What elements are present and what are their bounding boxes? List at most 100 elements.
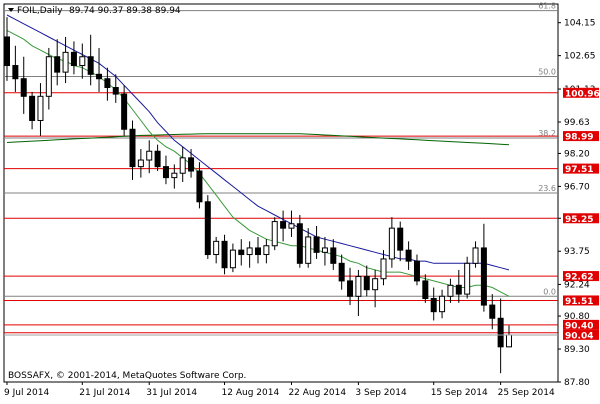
dropdown-triangle-icon[interactable]	[8, 8, 14, 12]
candle[interactable]	[179, 146, 186, 183]
candle[interactable]	[70, 41, 77, 75]
candle[interactable]	[497, 298, 504, 374]
candle[interactable]	[397, 221, 404, 262]
candle[interactable]	[54, 39, 61, 86]
chart-header: FOIL,Daily 89.74 90.37 89.38 89.94	[8, 6, 181, 16]
candle[interactable]	[221, 234, 228, 275]
candlesticks[interactable]	[4, 17, 512, 374]
candle[interactable]	[338, 254, 345, 290]
candle[interactable]	[129, 120, 136, 180]
candle[interactable]	[330, 239, 337, 270]
candle[interactable]	[355, 269, 362, 317]
candle-body-bear	[413, 260, 420, 282]
candle[interactable]	[96, 47, 103, 92]
candle[interactable]	[388, 217, 395, 268]
candle[interactable]	[121, 85, 128, 136]
candle-body-bear	[104, 78, 111, 89]
candle[interactable]	[413, 254, 420, 286]
candle[interactable]	[246, 241, 253, 268]
candle[interactable]	[464, 256, 471, 299]
candle[interactable]	[455, 269, 462, 303]
candle[interactable]	[137, 149, 144, 178]
candle[interactable]	[280, 210, 287, 242]
candle-body-bull	[506, 334, 512, 348]
sr-price-label: 98.99	[563, 131, 599, 143]
candle-body-bear	[221, 240, 228, 269]
sr-price-label-text: 91.51	[565, 297, 593, 307]
candle[interactable]	[271, 217, 278, 251]
candle[interactable]	[188, 149, 195, 178]
price-tick-label: 93.75	[564, 247, 590, 257]
candle[interactable]	[37, 83, 44, 136]
candle-body-bear	[497, 317, 504, 348]
candle-body-bear	[112, 87, 119, 95]
candle[interactable]	[171, 164, 178, 189]
sr-price-label-bg	[563, 319, 599, 330]
candle[interactable]	[363, 265, 370, 297]
candle[interactable]	[255, 236, 261, 264]
candle-body-bear	[280, 221, 287, 229]
candle[interactable]	[480, 223, 487, 312]
candle-body-bull	[388, 227, 395, 260]
candle[interactable]	[204, 195, 211, 259]
candle[interactable]	[112, 74, 119, 103]
candle-body-bull	[146, 150, 153, 161]
candle[interactable]	[45, 47, 52, 110]
candle-body-bull	[137, 159, 144, 168]
candle[interactable]	[213, 236, 220, 264]
candle-body-bear	[330, 247, 337, 264]
sr-price-label-bg	[563, 163, 599, 174]
candle[interactable]	[196, 162, 203, 209]
candle[interactable]	[422, 274, 429, 303]
fib-level-label: 38.2	[538, 129, 556, 138]
candle[interactable]	[263, 239, 270, 264]
candle[interactable]	[146, 140, 153, 174]
candle-body-bull	[447, 284, 454, 297]
candle-body-bull	[305, 236, 312, 264]
candle-body-bear	[405, 249, 412, 262]
candle[interactable]	[430, 287, 437, 321]
candle[interactable]	[489, 294, 496, 330]
candle[interactable]	[347, 267, 354, 306]
candle[interactable]	[29, 91, 36, 130]
candle-body-bull	[171, 172, 178, 179]
candle[interactable]	[447, 278, 454, 303]
candle[interactable]	[154, 144, 161, 172]
candle[interactable]	[405, 241, 412, 270]
candle-body-bear	[397, 227, 404, 251]
date-tick-label: 9 Jul 2014	[4, 388, 49, 398]
candle-body-bull	[79, 56, 86, 67]
candle[interactable]	[288, 210, 295, 237]
candle[interactable]	[321, 236, 328, 266]
sr-price-label: 90.04	[563, 329, 599, 341]
candle[interactable]	[87, 34, 94, 86]
sr-price-label-bg	[563, 87, 599, 98]
candle[interactable]	[296, 214, 303, 268]
candle[interactable]	[439, 289, 446, 319]
price-tick-label: 90.80	[564, 312, 590, 322]
fib-level-label: 0.0	[543, 287, 556, 296]
price-tick-label: 89.30	[564, 345, 590, 355]
candle[interactable]	[372, 269, 379, 308]
sr-price-label-text: 98.99	[565, 133, 593, 143]
date-tick-label: 31 Jul 2014	[146, 388, 197, 398]
date-tick-label: 22 Aug 2014	[288, 388, 346, 398]
candle-body-bear	[480, 247, 487, 306]
candle-body-bull	[246, 247, 253, 256]
sr-price-label-bg	[563, 131, 599, 142]
candle[interactable]	[380, 250, 387, 286]
candle[interactable]	[313, 225, 320, 259]
candle[interactable]	[238, 239, 245, 266]
candle[interactable]	[20, 56, 27, 114]
candle[interactable]	[4, 17, 10, 81]
candle[interactable]	[305, 228, 312, 268]
candle[interactable]	[12, 45, 19, 92]
candle[interactable]	[472, 241, 479, 268]
candle[interactable]	[162, 155, 169, 185]
candle[interactable]	[79, 43, 86, 79]
candle[interactable]	[229, 243, 236, 273]
candle[interactable]	[62, 36, 69, 84]
candle[interactable]	[104, 67, 111, 101]
